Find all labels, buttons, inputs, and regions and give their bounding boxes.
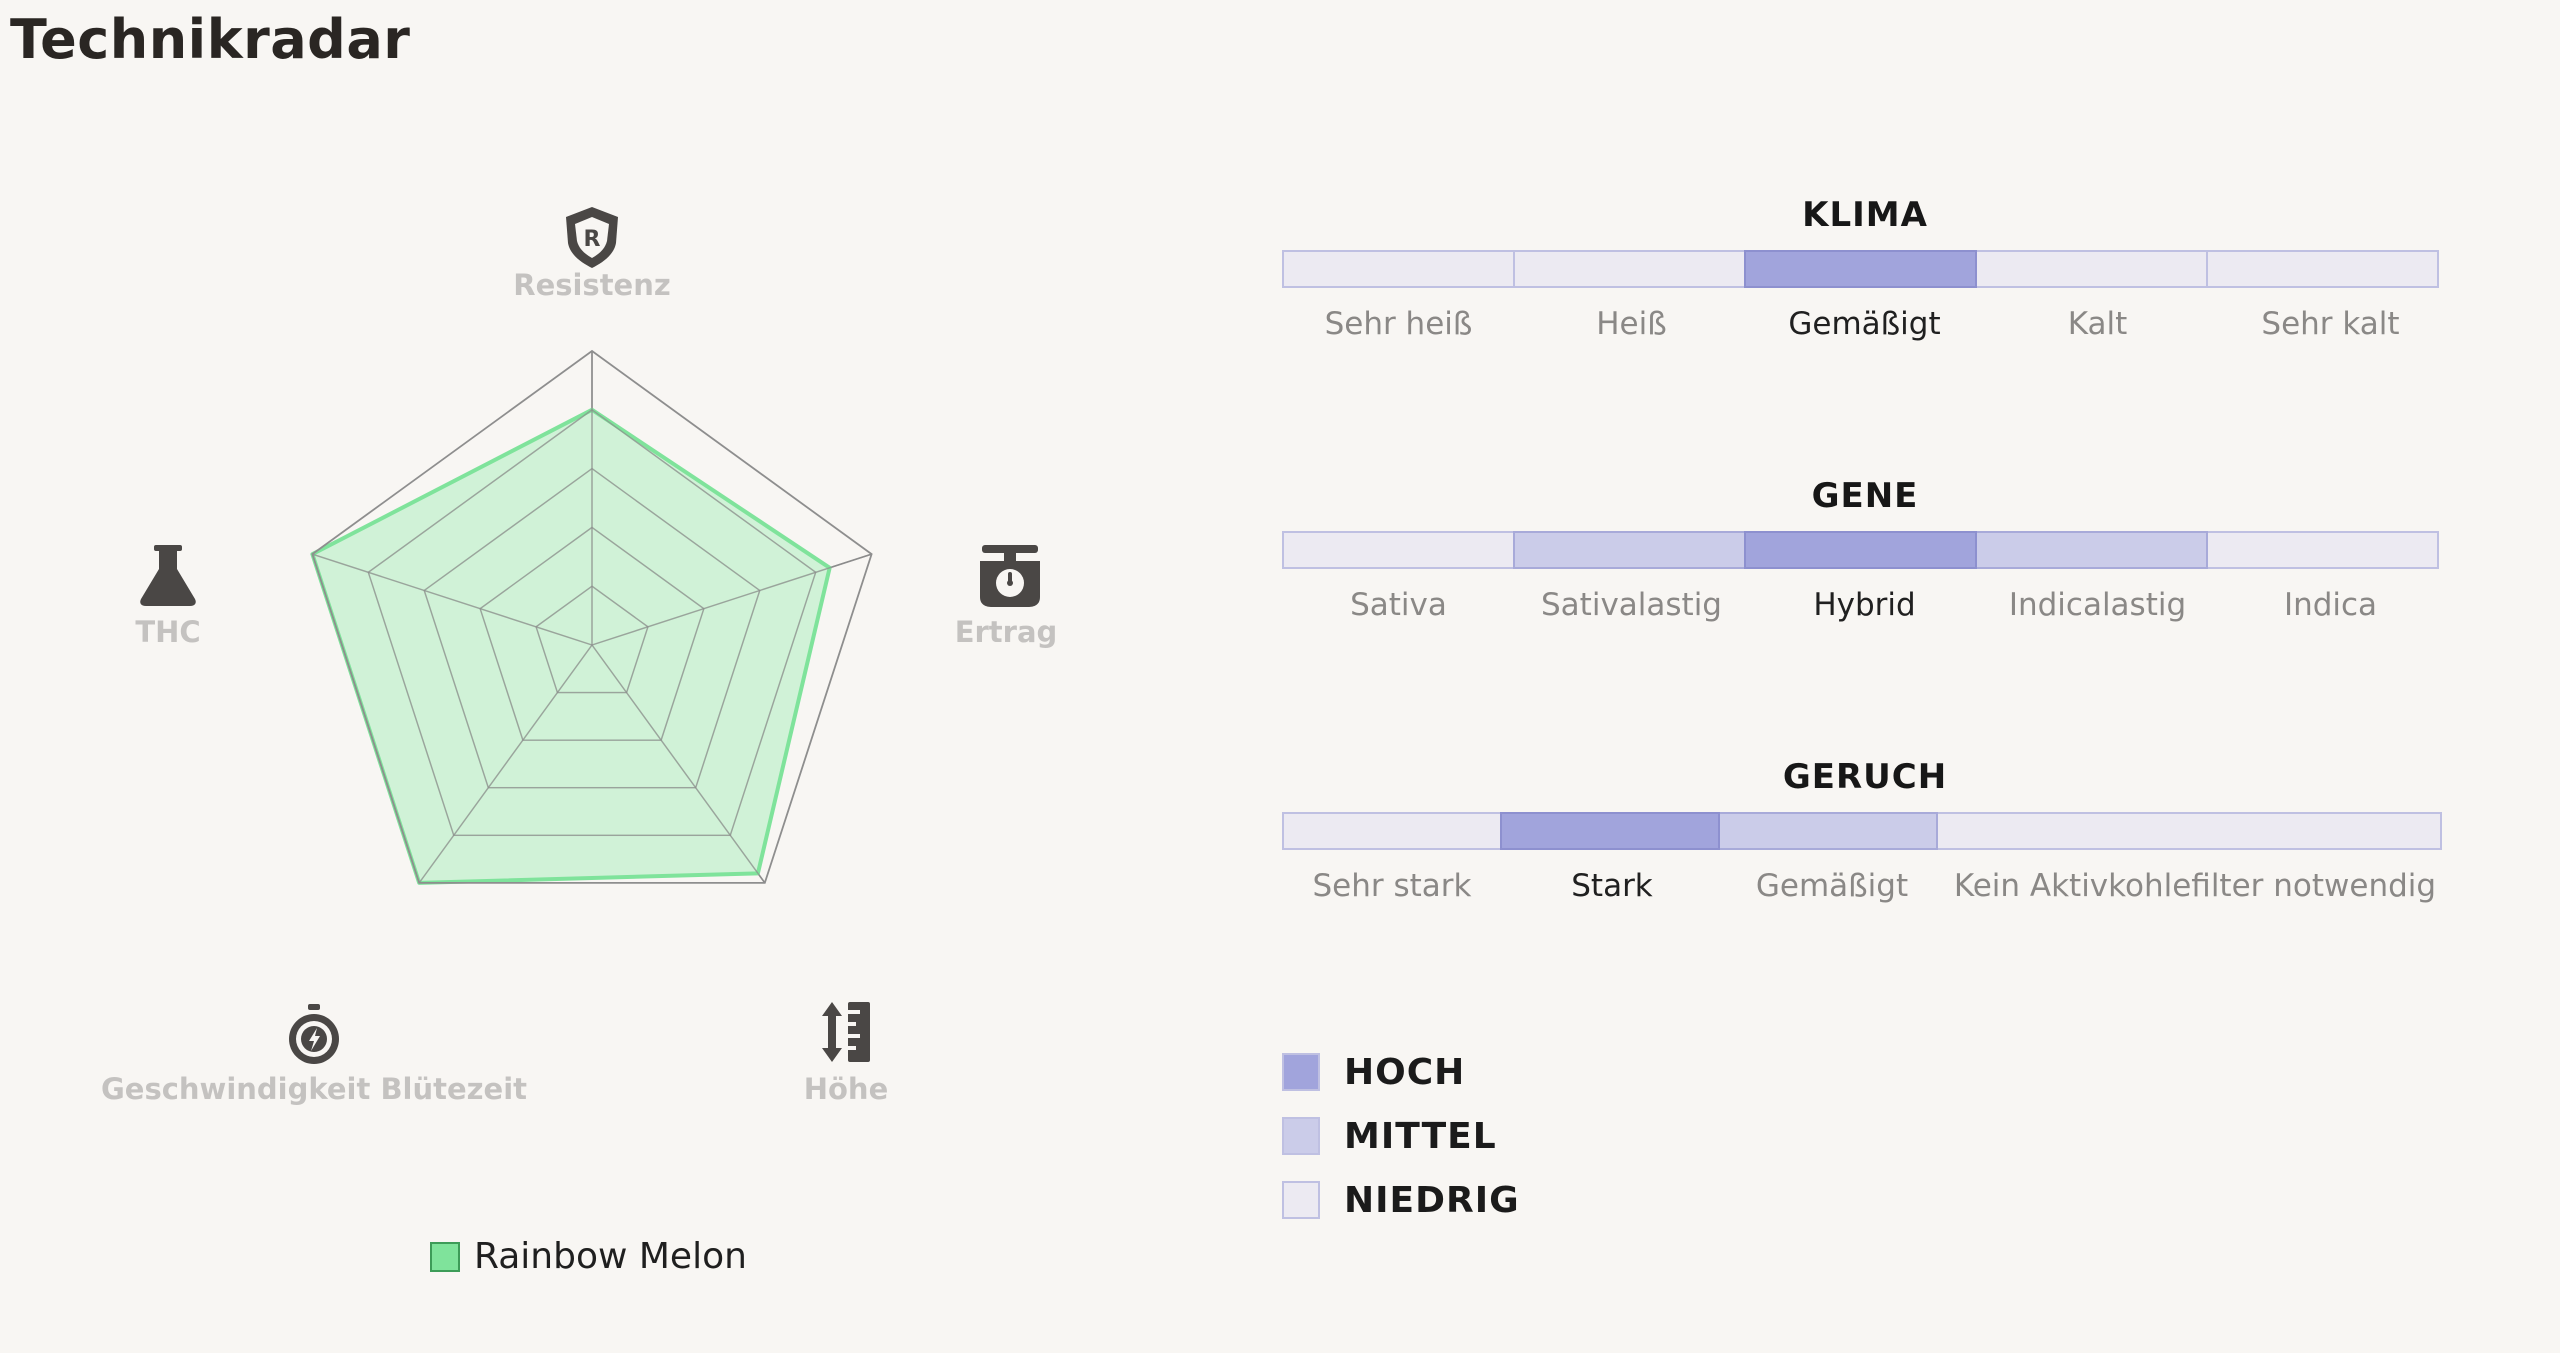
scale-labels: Sativa Sativalastig Hybrid Indicalastig Indi… bbox=[1282, 587, 2448, 623]
level-label: MITTEL bbox=[1344, 1115, 1497, 1157]
scale-segment bbox=[1975, 250, 2208, 288]
level-legend-item: NIEDRIG bbox=[1282, 1168, 1520, 1232]
scale-bar bbox=[1282, 812, 2448, 850]
scale-segment-label: Sativalastig bbox=[1541, 587, 1722, 623]
svg-text:R: R bbox=[584, 227, 601, 252]
radar-grid-overlay bbox=[479, 526, 705, 741]
scale-segment bbox=[1500, 812, 1720, 850]
scale-segment-label: Kalt bbox=[2067, 306, 2128, 342]
scale-gene: GENE Sativa Sativalastig Hybrid Indicalastig… bbox=[1282, 473, 2448, 623]
scale-segment bbox=[1282, 250, 1515, 288]
scale-title: GERUCH bbox=[1782, 757, 1948, 797]
scale-segment bbox=[2206, 531, 2439, 569]
scale-segment-label: Sehr kalt bbox=[2261, 306, 2400, 342]
scale-segment-label: Stark bbox=[1571, 868, 1653, 904]
level-swatch bbox=[1282, 1053, 1320, 1091]
scale-segment bbox=[1282, 812, 1502, 850]
flask-icon bbox=[140, 545, 196, 606]
scale-segment-label: Sehr stark bbox=[1312, 868, 1472, 904]
radar-outer-ring bbox=[311, 349, 873, 884]
level-legend: HOCH MITTEL NIEDRIG bbox=[1282, 1040, 1520, 1232]
page-title: Technikradar bbox=[10, 8, 411, 71]
legend-swatch-rainbow-melon bbox=[430, 1241, 460, 1272]
shield-r-icon: R bbox=[566, 207, 618, 268]
scale-klima: KLIMA Sehr heiß Heiß Gemäßigt Kalt Sehr kalt bbox=[1282, 192, 2448, 342]
scale-title: KLIMA bbox=[1802, 195, 1928, 235]
scale-segment-label: Gemäßigt bbox=[1755, 868, 1909, 904]
scale-segment bbox=[1936, 812, 2442, 850]
radar-legend: Rainbow Melon bbox=[430, 1236, 747, 1277]
radar-axis-label: Resistenz bbox=[513, 268, 671, 302]
scale-labels: Sehr stark Stark Gemäßigt Kein Aktivkohlefi… bbox=[1282, 868, 2448, 904]
level-legend-item: HOCH bbox=[1282, 1040, 1520, 1104]
height-ruler-icon bbox=[822, 1002, 870, 1062]
radar-axis-label: Ertrag bbox=[955, 615, 1058, 649]
level-label: NIEDRIG bbox=[1344, 1179, 1520, 1221]
stopwatch-icon bbox=[289, 1004, 339, 1064]
scale-segment-label: Kein Aktivkohlefilter notwendig bbox=[1953, 868, 2437, 904]
radar-axis-label: Höhe bbox=[804, 1072, 889, 1106]
radar-spoke-overlay bbox=[591, 553, 872, 646]
radar-grid-overlay bbox=[367, 408, 817, 836]
scale-segment-label: Hybrid bbox=[1813, 587, 1916, 623]
legend-label-rainbow-melon: Rainbow Melon bbox=[474, 1236, 747, 1277]
scale-segment-label: Gemäßigt bbox=[1788, 306, 1941, 342]
radar-spoke-overlay bbox=[312, 553, 593, 646]
scale-segment bbox=[1975, 531, 2208, 569]
scale-segment bbox=[1513, 531, 1746, 569]
scale-geruch: GERUCH Sehr stark Stark Gemäßigt Kein Aktivk… bbox=[1282, 754, 2448, 904]
level-swatch bbox=[1282, 1181, 1320, 1219]
scale-segment-label: Heiß bbox=[1596, 306, 1667, 342]
scale-segment bbox=[1744, 250, 1977, 288]
scale-segment bbox=[1282, 531, 1515, 569]
scale-segment-label: Sehr heiß bbox=[1324, 306, 1473, 342]
radar-spoke-overlay bbox=[591, 644, 766, 884]
radar-axis-label: THC bbox=[135, 615, 200, 649]
scale-title: GENE bbox=[1811, 476, 1919, 516]
scale-segment bbox=[1718, 812, 1938, 850]
scale-icon bbox=[980, 545, 1040, 607]
scale-labels: Sehr heiß Heiß Gemäßigt Kalt Sehr kalt bbox=[1282, 306, 2448, 342]
scale-bar bbox=[1282, 531, 2448, 569]
level-legend-item: MITTEL bbox=[1282, 1104, 1520, 1168]
level-swatch bbox=[1282, 1117, 1320, 1155]
scale-segment-label: Indicalastig bbox=[2008, 587, 2187, 623]
scale-segment-label: Indica bbox=[2283, 587, 2378, 623]
radar-chart: R Resistenz Ertrag Höhe Geschwindigkeit Blüt… bbox=[101, 207, 1058, 1106]
scale-segment-label: Sativa bbox=[1350, 587, 1447, 623]
radar-spoke-overlay bbox=[418, 644, 593, 884]
scale-segment bbox=[1744, 531, 1977, 569]
level-label: HOCH bbox=[1344, 1051, 1466, 1093]
scale-segment bbox=[1513, 250, 1746, 288]
radar-grid-overlay bbox=[423, 467, 761, 789]
radar-axis-label: Geschwindigkeit Blütezeit bbox=[101, 1072, 527, 1106]
radar-series-rainbow-melon bbox=[310, 407, 832, 885]
scale-bar bbox=[1282, 250, 2448, 288]
radar-grid-overlay bbox=[535, 585, 649, 694]
scale-segment bbox=[2206, 250, 2439, 288]
